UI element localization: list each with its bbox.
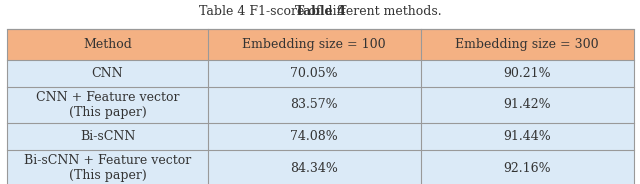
Text: 92.16%: 92.16% — [503, 162, 551, 175]
FancyBboxPatch shape — [7, 60, 208, 87]
Text: 91.44%: 91.44% — [503, 130, 551, 143]
FancyBboxPatch shape — [420, 29, 634, 60]
FancyBboxPatch shape — [420, 123, 634, 150]
Text: 91.42%: 91.42% — [503, 98, 551, 111]
Text: 74.08%: 74.08% — [291, 130, 338, 143]
FancyBboxPatch shape — [7, 29, 208, 60]
Text: 70.05%: 70.05% — [291, 67, 338, 80]
FancyBboxPatch shape — [208, 150, 420, 184]
FancyBboxPatch shape — [7, 123, 208, 150]
Text: CNN + Feature vector
(This paper): CNN + Feature vector (This paper) — [36, 91, 179, 119]
Text: CNN: CNN — [92, 67, 124, 80]
FancyBboxPatch shape — [420, 60, 634, 87]
Text: Embedding size = 300: Embedding size = 300 — [455, 38, 599, 51]
Text: Bi-sCNN + Feature vector
(This paper): Bi-sCNN + Feature vector (This paper) — [24, 154, 191, 182]
FancyBboxPatch shape — [208, 87, 420, 123]
FancyBboxPatch shape — [208, 60, 420, 87]
Text: Table 4 F1-score of different methods.: Table 4 F1-score of different methods. — [199, 5, 442, 18]
FancyBboxPatch shape — [7, 87, 208, 123]
FancyBboxPatch shape — [420, 150, 634, 184]
Text: 84.34%: 84.34% — [291, 162, 338, 175]
Text: 90.21%: 90.21% — [503, 67, 551, 80]
FancyBboxPatch shape — [420, 87, 634, 123]
Text: Table 4: Table 4 — [295, 5, 346, 18]
FancyBboxPatch shape — [208, 29, 420, 60]
Text: Method: Method — [83, 38, 132, 51]
Text: 83.57%: 83.57% — [291, 98, 338, 111]
Text: Embedding size = 100: Embedding size = 100 — [243, 38, 386, 51]
FancyBboxPatch shape — [208, 123, 420, 150]
Text: Bi-sCNN: Bi-sCNN — [80, 130, 135, 143]
FancyBboxPatch shape — [7, 150, 208, 184]
